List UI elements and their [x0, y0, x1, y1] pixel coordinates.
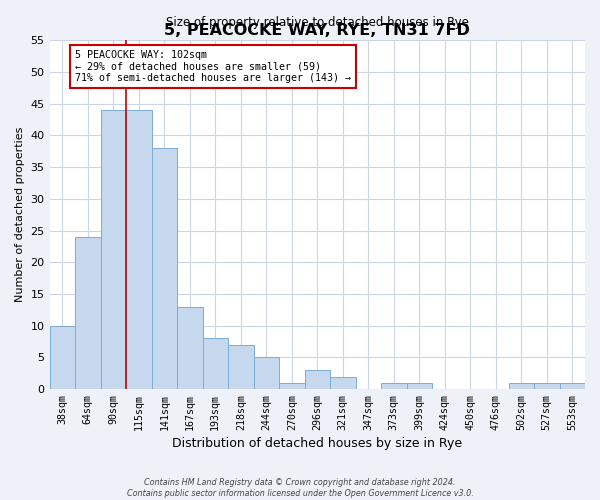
Bar — [254, 358, 279, 389]
Bar — [560, 383, 585, 389]
Text: Contains HM Land Registry data © Crown copyright and database right 2024.
Contai: Contains HM Land Registry data © Crown c… — [127, 478, 473, 498]
Bar — [177, 306, 203, 389]
Bar — [228, 345, 254, 389]
Bar — [381, 383, 407, 389]
Title: 5, PEACOCKE WAY, RYE, TN31 7FD: 5, PEACOCKE WAY, RYE, TN31 7FD — [164, 23, 470, 38]
Bar — [101, 110, 126, 389]
Bar — [279, 383, 305, 389]
Y-axis label: Number of detached properties: Number of detached properties — [15, 127, 25, 302]
Bar — [126, 110, 152, 389]
Bar — [407, 383, 432, 389]
Bar — [330, 376, 356, 389]
Bar — [50, 326, 75, 389]
X-axis label: Distribution of detached houses by size in Rye: Distribution of detached houses by size … — [172, 437, 463, 450]
Bar — [152, 148, 177, 389]
Bar — [534, 383, 560, 389]
Bar — [75, 237, 101, 389]
Bar — [203, 338, 228, 389]
Bar — [509, 383, 534, 389]
Text: 5 PEACOCKE WAY: 102sqm
← 29% of detached houses are smaller (59)
71% of semi-det: 5 PEACOCKE WAY: 102sqm ← 29% of detached… — [75, 50, 351, 83]
Text: Size of property relative to detached houses in Rye: Size of property relative to detached ho… — [166, 16, 469, 29]
Bar — [305, 370, 330, 389]
